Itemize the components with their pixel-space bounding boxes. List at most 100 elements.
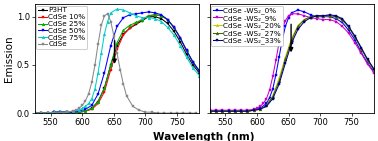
CdSe 50% [90,104,94,106]
CdSe 50% [71,111,75,113]
CdSe -WS₂_0% [226,110,231,112]
CdSe -WS₂_33% [207,110,212,112]
CdSe 50% [172,27,176,28]
CdSe [58,112,62,114]
CdSe [80,104,85,106]
CdSe -WS₂_27% [353,36,357,38]
CdSe 10% [64,111,69,113]
CdSe 25% [134,22,138,23]
CdSe -WS₂_20% [290,37,294,39]
CdSe -WS₂_0% [207,110,212,112]
P3HT [45,112,50,114]
CdSe -WS₂_33% [283,62,288,64]
CdSe [96,43,101,45]
CdSe -WS₂_9% [340,26,344,27]
CdSe 10% [115,49,119,50]
CdSe -WS₂_27% [327,15,332,17]
CdSe 75% [58,111,62,113]
CdSe 25% [71,111,75,113]
CdSe -WS₂_0% [365,62,370,64]
CdSe -WS₂_9% [372,72,376,73]
CdSe 50% [165,19,170,20]
CdSe -WS₂_9% [251,108,256,110]
CdSe -WS₂_27% [232,110,237,112]
P3HT [184,53,189,55]
CdSe -WS₂_0% [277,56,281,58]
CdSe 50% [33,112,37,114]
CdSe 75% [127,12,132,14]
CdSe 50% [45,112,50,114]
P3HT [71,111,75,113]
Legend: CdSe -WS₂_0%, CdSe -WS₂_9%, CdSe -WS₂_20%, CdSe -WS₂_27%, CdSe -WS₂_33%: CdSe -WS₂_0%, CdSe -WS₂_9%, CdSe -WS₂_20… [211,6,282,46]
CdSe -WS₂_9% [286,15,291,17]
CdSe -WS₂_9% [239,109,243,111]
CdSe -WS₂_0% [280,39,285,41]
CdSe -WS₂_9% [334,21,338,22]
CdSe -WS₂_20% [220,110,225,112]
P3HT [165,23,170,24]
CdSe 10% [159,15,164,17]
CdSe 75% [197,75,201,76]
CdSe [52,112,56,114]
CdSe [143,111,148,113]
CdSe -WS₂_33% [365,58,370,60]
CdSe 25% [140,19,145,20]
CdSe -WS₂_27% [372,69,376,70]
CdSe -WS₂_0% [283,26,288,27]
CdSe 75% [184,56,189,58]
CdSe -WS₂_0% [245,110,250,112]
CdSe -WS₂_0% [271,88,275,90]
P3HT [146,16,151,17]
CdSe 10% [39,112,43,114]
CdSe 10% [90,108,94,110]
CdSe 50% [191,61,195,63]
CdSe 10% [184,50,189,51]
CdSe 10% [197,70,201,71]
CdSe -WS₂_27% [334,16,338,17]
CdSe -WS₂_0% [327,16,332,17]
CdSe -WS₂_20% [207,110,212,112]
CdSe 75% [93,88,97,90]
CdSe -WS₂_9% [232,109,237,111]
CdSe -WS₂_9% [214,109,218,111]
CdSe -WS₂_0% [239,110,243,112]
Y-axis label: Emission: Emission [4,35,14,82]
CdSe -WS₂_27% [277,81,281,82]
CdSe -WS₂_0% [372,71,376,72]
P3HT [108,64,113,66]
CdSe 10% [71,111,75,113]
CdSe -WS₂_33% [214,110,218,112]
CdSe [187,112,192,114]
CdSe -WS₂_20% [264,104,269,106]
CdSe 25% [153,14,157,16]
CdSe 25% [172,27,176,28]
CdSe 75% [105,21,110,22]
CdSe -WS₂_9% [267,89,272,91]
CdSe -WS₂_0% [359,51,364,53]
CdSe -WS₂_33% [226,110,231,112]
CdSe [77,107,81,109]
CdSe 75% [121,9,125,11]
CdSe -WS₂_27% [321,15,325,17]
CdSe 25% [127,25,132,26]
CdSe [150,111,154,113]
CdSe -WS₂_27% [264,104,269,106]
CdSe -WS₂_9% [308,17,313,18]
CdSe 25% [45,112,50,114]
P3HT [121,33,125,35]
CdSe -WS₂_27% [346,27,351,28]
CdSe [162,112,167,114]
CdSe -WS₂_9% [277,42,281,44]
CdSe -WS₂_27% [214,110,218,112]
CdSe -WS₂_20% [283,56,288,58]
CdSe -WS₂_9% [353,42,357,44]
CdSe -WS₂_27% [340,19,344,20]
CdSe 75% [52,111,56,113]
CdSe -WS₂_9% [280,28,285,30]
CdSe 25% [83,110,88,112]
CdSe [121,83,125,85]
CdSe -WS₂_20% [365,59,370,61]
CdSe 50% [184,50,189,51]
CdSe -WS₂_0% [267,97,272,99]
CdSe -WS₂_0% [334,18,338,19]
